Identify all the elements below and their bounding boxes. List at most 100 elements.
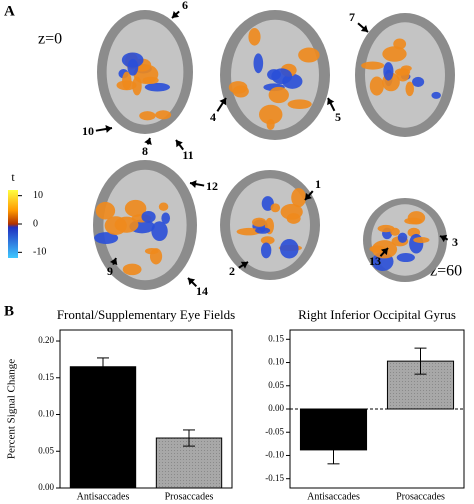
activation bbox=[266, 118, 275, 130]
activation bbox=[155, 110, 172, 120]
activation bbox=[144, 82, 170, 92]
marker-label: 13 bbox=[369, 254, 381, 268]
marker-label: 2 bbox=[229, 264, 235, 278]
activation bbox=[122, 263, 142, 276]
activation bbox=[121, 52, 144, 68]
activation bbox=[405, 81, 415, 97]
y-tick-label: 0.05 bbox=[38, 445, 54, 455]
marker-label: 12 bbox=[206, 179, 218, 193]
arrow-head bbox=[109, 258, 118, 266]
marker-label: 4 bbox=[210, 110, 216, 124]
arrow-head bbox=[172, 10, 180, 18]
activation bbox=[260, 236, 275, 245]
y-tick-label: 0.15 bbox=[38, 372, 54, 382]
panel-label: B bbox=[4, 303, 14, 319]
marker-label: 14 bbox=[196, 284, 208, 298]
activation bbox=[114, 216, 139, 233]
bar bbox=[69, 366, 137, 489]
activation bbox=[259, 104, 283, 125]
activation bbox=[253, 53, 264, 74]
colorbar-tick-label: 0 bbox=[33, 218, 38, 229]
activation bbox=[139, 111, 156, 121]
arrow-head bbox=[240, 261, 248, 269]
y-tick-label: 0.00 bbox=[38, 482, 54, 492]
slice-label: z=0 bbox=[38, 31, 62, 48]
y-tick-label: -0.10 bbox=[265, 450, 284, 460]
activation bbox=[248, 28, 261, 46]
colorbar-tick-label: -10 bbox=[33, 247, 46, 258]
activation bbox=[95, 201, 116, 220]
activation bbox=[236, 227, 261, 236]
activation bbox=[397, 232, 408, 243]
activation bbox=[383, 62, 394, 81]
y-tick-label: 0.10 bbox=[268, 357, 284, 367]
chart-title: Frontal/Supplementary Eye Fields bbox=[57, 307, 235, 322]
arrow-head bbox=[327, 98, 335, 106]
activation bbox=[298, 47, 320, 63]
activation bbox=[409, 233, 424, 254]
marker-label: 9 bbox=[107, 264, 113, 278]
chart-title: Right Inferior Occipital Gyrus bbox=[298, 307, 456, 322]
panel-label: A bbox=[4, 3, 15, 19]
activation bbox=[271, 68, 293, 85]
activation bbox=[412, 76, 425, 87]
y-tick-label: -0.15 bbox=[265, 473, 284, 483]
activation bbox=[270, 203, 281, 213]
arrow-head bbox=[105, 125, 112, 133]
y-tick-label: 0.15 bbox=[268, 333, 284, 343]
activation bbox=[151, 221, 168, 242]
plot-frame bbox=[59, 329, 233, 489]
activation bbox=[287, 99, 312, 110]
activation bbox=[142, 76, 159, 85]
x-tick-label: Antisaccades bbox=[307, 491, 360, 502]
activation bbox=[404, 217, 422, 225]
activation bbox=[161, 212, 171, 224]
activation bbox=[149, 248, 163, 265]
x-tick-label: Antisaccades bbox=[77, 491, 130, 502]
activation bbox=[141, 210, 156, 223]
arrow-head bbox=[305, 192, 312, 200]
y-tick-label: 0.00 bbox=[268, 403, 284, 413]
colorbar-tick-label: 10 bbox=[33, 190, 43, 201]
arrow-head bbox=[176, 140, 183, 148]
marker-label: 1 bbox=[315, 177, 321, 191]
slice-label: z=60 bbox=[430, 263, 462, 280]
activation bbox=[286, 213, 301, 224]
activation bbox=[394, 68, 411, 76]
y-tick-label: -0.05 bbox=[265, 426, 284, 436]
activation bbox=[116, 80, 137, 91]
activation bbox=[382, 46, 407, 62]
activation bbox=[413, 236, 430, 244]
activation bbox=[279, 239, 299, 259]
marker-label: 6 bbox=[182, 0, 188, 12]
x-tick-label: Prosaccades bbox=[396, 491, 445, 502]
brain-images bbox=[93, 10, 455, 290]
y-tick-label: 0.20 bbox=[38, 335, 54, 345]
activation bbox=[252, 217, 267, 227]
y-tick-label: 0.10 bbox=[38, 409, 54, 419]
marker-label: 10 bbox=[82, 124, 94, 138]
activation bbox=[431, 91, 441, 99]
activation bbox=[377, 224, 395, 233]
activation bbox=[158, 202, 169, 211]
activation bbox=[228, 81, 248, 94]
activation bbox=[369, 76, 384, 96]
colorbar-label: t bbox=[11, 170, 15, 184]
arrow-head bbox=[380, 248, 388, 256]
activation bbox=[268, 86, 289, 104]
marker-label: 8 bbox=[142, 144, 148, 158]
arrow-head bbox=[190, 180, 197, 189]
arrow-head bbox=[440, 234, 448, 243]
activation bbox=[132, 76, 142, 96]
activation bbox=[361, 61, 385, 70]
y-axis-label: Percent Signal Change bbox=[6, 359, 18, 459]
arrow-head bbox=[360, 25, 368, 32]
activation bbox=[124, 199, 147, 217]
arrow-head bbox=[219, 98, 227, 106]
marker-label: 11 bbox=[182, 148, 193, 162]
arrow-head bbox=[188, 278, 196, 286]
marker-label: 3 bbox=[452, 235, 458, 249]
colorbar bbox=[8, 190, 18, 258]
marker-label: 7 bbox=[349, 10, 355, 24]
